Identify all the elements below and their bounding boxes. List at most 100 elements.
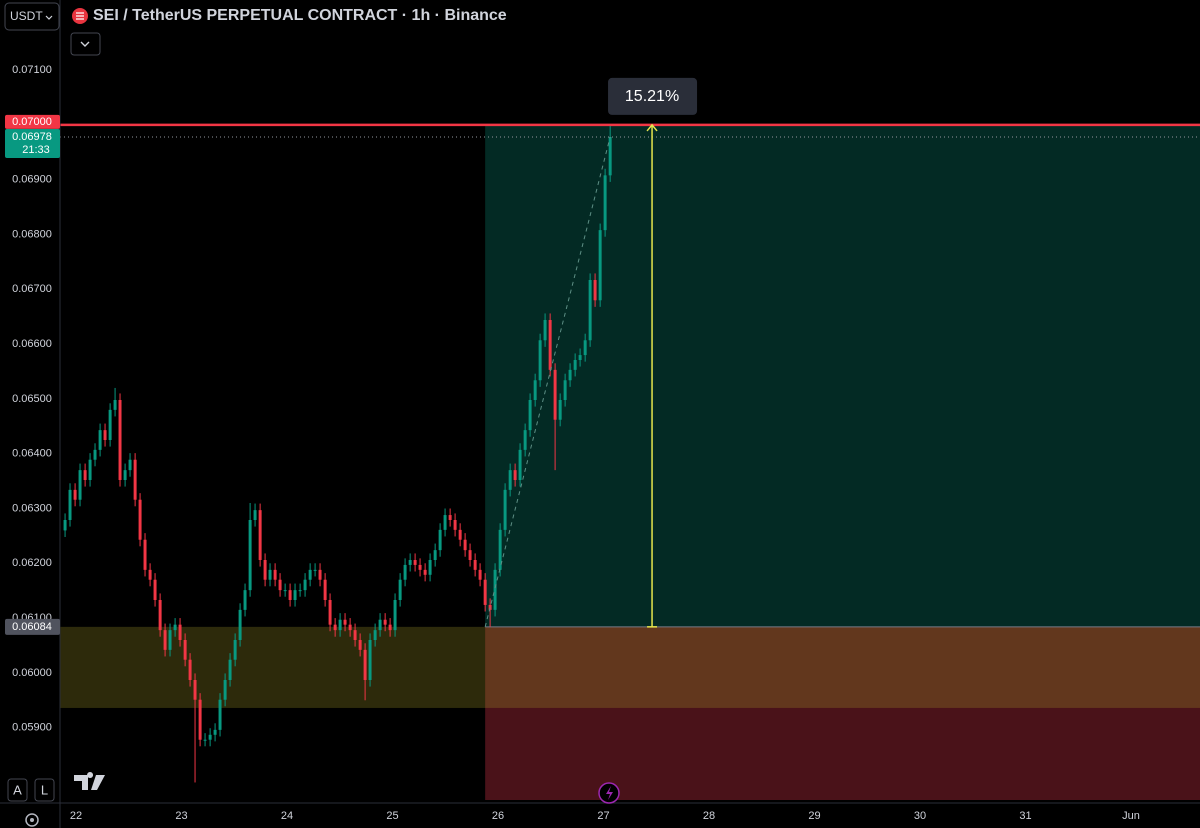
candle-body <box>178 624 182 640</box>
axes: 0.059000.060000.061000.062000.063000.064… <box>5 64 1140 822</box>
candle-body <box>383 619 387 625</box>
overlays: 15.21% <box>60 77 1200 628</box>
candle-body <box>553 369 557 420</box>
candle-body <box>248 520 252 591</box>
entry-price-box <box>5 618 60 635</box>
measure-arrow <box>646 123 658 132</box>
candle-body <box>353 630 357 640</box>
candle-body <box>198 699 202 740</box>
candle-body <box>108 409 112 440</box>
candle-body <box>293 590 297 600</box>
candle-body <box>458 529 462 540</box>
candle-body <box>128 459 132 471</box>
candle-body <box>143 539 147 570</box>
candle-body <box>313 569 317 571</box>
candle-body <box>263 560 267 580</box>
candle-body <box>608 136 612 176</box>
entry-price-label: 0.06084 <box>12 621 52 633</box>
candle-body <box>68 489 72 520</box>
candle-body <box>598 230 602 301</box>
candle-body <box>603 175 607 231</box>
candle-body <box>518 449 522 480</box>
candle-body <box>413 560 417 565</box>
log-button[interactable] <box>34 778 55 802</box>
candle-body <box>338 619 342 631</box>
x-tick-label: 27 <box>597 810 609 822</box>
profit-zone <box>485 124 1200 627</box>
x-tick-label: 31 <box>1019 810 1031 822</box>
chart-title: SEI / TetherUS PERPETUAL CONTRACT · 1h ·… <box>93 7 507 24</box>
candle-body <box>373 630 377 640</box>
candle-body <box>378 619 382 631</box>
y-tick-label: 0.05900 <box>12 722 52 734</box>
candle-body <box>118 400 122 480</box>
log-label: L <box>41 782 48 797</box>
collapse-button[interactable] <box>70 32 101 56</box>
candle-body <box>153 579 157 600</box>
candle-body <box>463 539 467 551</box>
candle-body <box>63 520 67 531</box>
x-tick-label: 29 <box>808 810 820 822</box>
candle-body <box>588 280 592 341</box>
measure-label-box <box>608 77 698 115</box>
candle-body <box>558 400 562 420</box>
candle-body <box>493 569 497 610</box>
candle-body <box>333 624 337 631</box>
candle-body <box>148 569 152 580</box>
x-tick-label: 26 <box>492 810 504 822</box>
y-tick-label: 0.06600 <box>12 338 52 350</box>
last-price-box <box>5 128 60 158</box>
candle-body <box>113 400 117 410</box>
candle-body <box>298 590 302 592</box>
settings-icon-core <box>30 818 34 822</box>
candle-body <box>503 489 507 530</box>
candle-body <box>538 340 542 381</box>
candle-body <box>213 729 217 735</box>
countdown-label: 21:33 <box>22 144 50 156</box>
candle-body <box>93 449 97 460</box>
candle-body <box>278 579 282 591</box>
candle-body <box>188 659 192 680</box>
settings-icon[interactable] <box>25 813 39 827</box>
candle-body <box>173 624 177 631</box>
measure-label: 15.21% <box>625 88 679 105</box>
candle-body <box>88 459 92 480</box>
candle-body <box>233 640 237 660</box>
candle-body <box>423 569 427 575</box>
currency-button[interactable] <box>4 2 60 31</box>
candle-body <box>328 600 332 625</box>
candle-body <box>523 430 527 450</box>
candle-body <box>253 510 257 520</box>
candle-body <box>563 380 567 400</box>
auto-button[interactable] <box>7 778 28 802</box>
candle-body <box>548 320 552 370</box>
x-tick-label: 24 <box>281 810 293 822</box>
candle-body <box>83 470 87 480</box>
lightning <box>606 786 613 800</box>
candle-body <box>163 630 167 650</box>
candle-body <box>408 560 412 565</box>
candle-body <box>203 739 207 741</box>
demand-zone <box>60 626 1200 708</box>
candles <box>63 124 612 783</box>
candle-body <box>168 630 172 650</box>
y-tick-label: 0.06700 <box>12 283 52 295</box>
candle-body <box>283 590 287 592</box>
candle-body <box>238 609 242 640</box>
candle-body <box>348 624 352 631</box>
y-tick-label: 0.06900 <box>12 174 52 186</box>
candle-body <box>193 680 197 700</box>
candle-body <box>428 560 432 575</box>
candle-body <box>273 569 277 580</box>
x-tick-label: 22 <box>70 810 82 822</box>
candle-body <box>368 640 372 680</box>
candle-body <box>573 360 577 370</box>
y-tick-label: 0.07100 <box>12 64 52 76</box>
candle-body <box>78 470 82 500</box>
candle-body <box>133 459 137 500</box>
candle-body <box>508 470 512 490</box>
y-tick-label: 0.06200 <box>12 557 52 569</box>
candle-body <box>418 564 422 570</box>
candle-body <box>223 680 227 700</box>
